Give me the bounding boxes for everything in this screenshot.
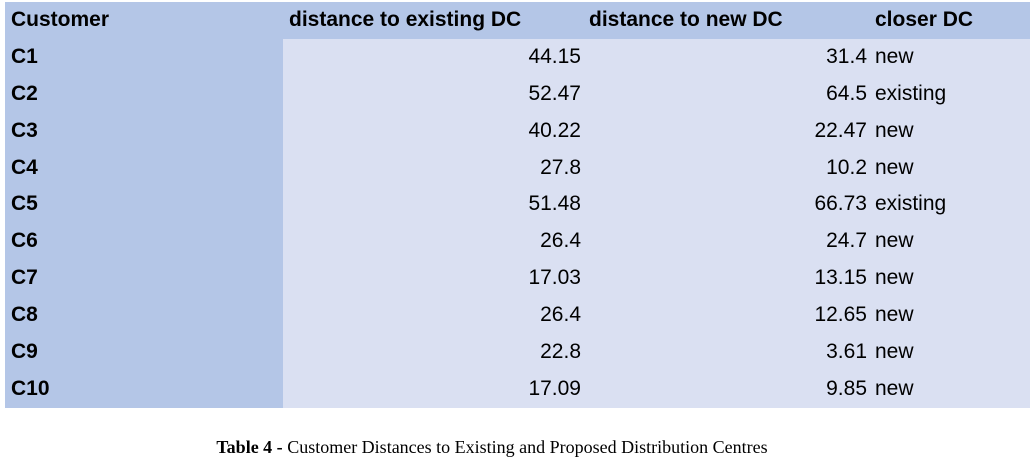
closer-dc-cell: new — [869, 334, 1030, 371]
existing-distance-cell: 52.47 — [283, 75, 583, 113]
closer-dc-cell: new — [869, 38, 1030, 76]
existing-distance-cell: 44.15 — [283, 38, 583, 76]
new-distance-cell: 3.61 — [583, 334, 869, 371]
header-closer-dc: closer DC — [869, 2, 1030, 39]
new-distance-cell: 10.2 — [583, 149, 869, 187]
customer-cell: C5 — [5, 186, 283, 224]
customer-cell: C2 — [5, 75, 283, 113]
existing-distance-cell: 26.4 — [283, 223, 583, 261]
header-distance-existing: distance to existing DC — [283, 2, 583, 39]
header-distance-new: distance to new DC — [583, 2, 869, 39]
new-distance-cell: 31.4 — [583, 38, 869, 76]
closer-dc-cell: new — [869, 223, 1030, 261]
existing-distance-cell: 17.03 — [283, 260, 583, 298]
closer-dc-cell: new — [869, 260, 1030, 298]
new-distance-cell: 13.15 — [583, 260, 869, 298]
existing-distance-cell: 22.8 — [283, 334, 583, 371]
customer-cell: C8 — [5, 297, 283, 335]
new-distance-cell: 66.73 — [583, 186, 869, 224]
new-distance-cell: 9.85 — [583, 370, 869, 408]
existing-distance-cell: 26.4 — [283, 297, 583, 335]
new-distance-cell: 12.65 — [583, 297, 869, 335]
customer-cell: C6 — [5, 223, 283, 261]
header-customer: Customer — [5, 2, 283, 39]
closer-dc-cell: existing — [869, 186, 1030, 224]
new-distance-cell: 64.5 — [583, 75, 869, 113]
customer-cell: C3 — [5, 112, 283, 150]
customer-cell: C1 — [5, 38, 283, 76]
existing-distance-cell: 51.48 — [283, 186, 583, 224]
customer-cell: C7 — [5, 260, 283, 298]
caption-text: Customer Distances to Existing and Propo… — [282, 437, 768, 457]
closer-dc-cell: existing — [869, 75, 1030, 113]
customer-cell: C10 — [5, 370, 283, 408]
customer-cell: C9 — [5, 334, 283, 371]
caption-label: Table 4 - — [216, 437, 283, 457]
customer-cell: C4 — [5, 149, 283, 187]
existing-distance-cell: 27.8 — [283, 149, 583, 187]
customer-distance-table: Customer distance to existing DC distanc… — [5, 2, 1030, 408]
new-distance-cell: 24.7 — [583, 223, 869, 261]
existing-distance-cell: 40.22 — [283, 112, 583, 150]
closer-dc-cell: new — [869, 149, 1030, 187]
closer-dc-cell: new — [869, 297, 1030, 335]
closer-dc-cell: new — [869, 370, 1030, 408]
existing-distance-cell: 17.09 — [283, 370, 583, 408]
new-distance-cell: 22.47 — [583, 112, 869, 150]
table-caption: Table 4 - Customer Distances to Existing… — [0, 437, 984, 458]
closer-dc-cell: new — [869, 112, 1030, 150]
